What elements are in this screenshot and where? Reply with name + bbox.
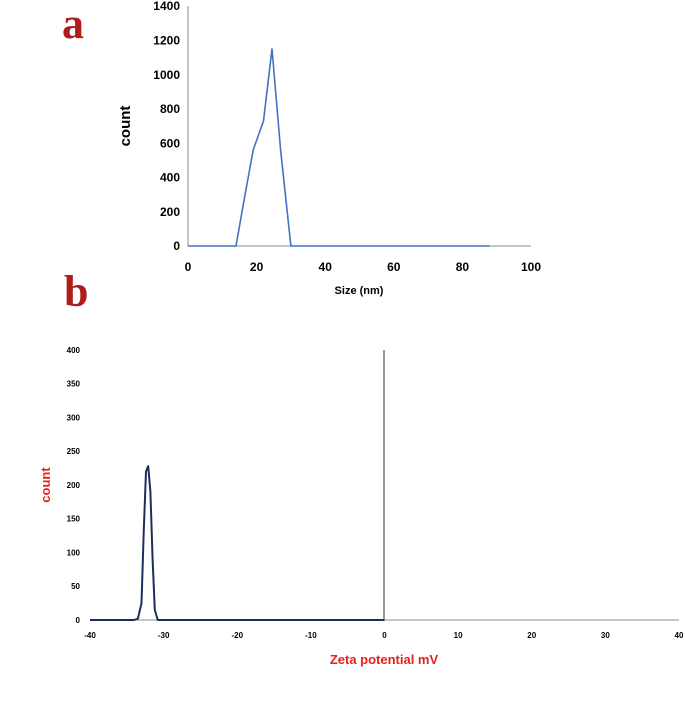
chart-b-series-line [90, 465, 385, 621]
chart-b-x-tick-label: -30 [158, 631, 170, 640]
panel-letter-a: a [62, 0, 84, 48]
chart-a-x-tick-label: 80 [456, 260, 470, 274]
chart-b-y-tick-label: 400 [67, 346, 81, 355]
chart-b-x-tick-label: -40 [84, 631, 96, 640]
chart-b-y-tick-label: 50 [71, 582, 80, 591]
chart-b-y-tick-label: 300 [67, 413, 81, 422]
chart-a-x-tick-label: 40 [319, 260, 333, 274]
chart-b-x-tick-label: 40 [675, 631, 684, 640]
chart-b-y-tick-label: 200 [67, 481, 81, 490]
chart-a-y-tick-label: 1000 [153, 68, 180, 82]
chart-b-x-label: Zeta potential mV [330, 652, 439, 667]
chart-a-y-tick-label: 0 [173, 239, 180, 253]
chart-a-x-label: Size (nm) [335, 285, 384, 297]
chart-b-y-tick-label: 250 [67, 447, 81, 456]
chart-a-y-tick-label: 1400 [153, 0, 180, 13]
chart-a-y-tick-label: 600 [160, 136, 180, 150]
chart-a-x-tick-label: 100 [521, 260, 541, 274]
chart-b-y-tick-label: 150 [67, 515, 81, 524]
chart-a-y-tick-label: 800 [160, 102, 180, 116]
chart-a-x-tick-label: 60 [387, 260, 401, 274]
chart-b-x-tick-label: 30 [601, 631, 610, 640]
chart-b-y-tick-label: 350 [67, 380, 81, 389]
chart-a-series-line [188, 48, 490, 247]
chart-b-x-tick-label: 0 [382, 631, 387, 640]
chart-a-x-tick-label: 20 [250, 260, 264, 274]
chart-b-x-tick-label: 20 [527, 631, 536, 640]
chart-b-y-tick-label: 0 [76, 616, 81, 625]
chart-b-x-tick-label: -20 [231, 631, 243, 640]
chart-b-x-tick-label: -10 [305, 631, 317, 640]
chart-b-y-label: count [38, 467, 53, 503]
chart-a-y-label: count [117, 106, 134, 147]
chart-a-x-tick-label: 0 [185, 260, 192, 274]
chart-a-y-tick-label: 400 [160, 171, 180, 185]
chart-a-y-tick-label: 1200 [153, 33, 180, 47]
chart-b-x-tick-label: 10 [454, 631, 463, 640]
chart-a-y-tick-label: 200 [160, 205, 180, 219]
panel-letter-b: b [64, 267, 89, 316]
chart-b-y-tick-label: 100 [67, 548, 81, 557]
